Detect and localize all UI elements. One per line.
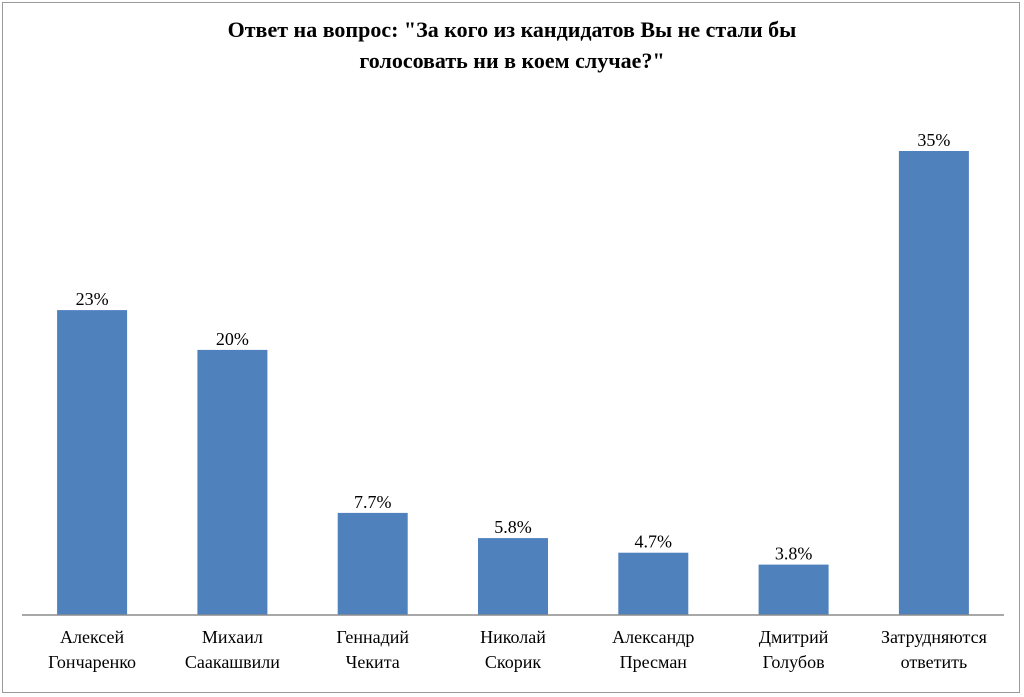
- data-labels-layer: 23% 20% 7.7% 5.8% 4.7% 3.8% 35%: [76, 130, 951, 564]
- x-tick-label-2-line-1: Михаил: [202, 627, 263, 647]
- bar-1: [57, 310, 128, 615]
- data-label-5: 4.7%: [635, 532, 673, 552]
- bar-6: [758, 564, 829, 615]
- bar-7: [898, 151, 969, 615]
- data-label-6: 3.8%: [775, 544, 813, 564]
- bars-layer: [57, 151, 969, 615]
- chart-title-line-2: голосовать ни в коем случае?": [359, 48, 664, 73]
- bar-2: [197, 349, 268, 615]
- x-tick-label-3-line-2: Чекита: [346, 652, 400, 672]
- x-tick-label-4-line-1: Николай: [480, 627, 546, 647]
- x-tick-labels-layer: Алексей Гончаренко Михаил Саакашвили Геннади…: [48, 627, 987, 672]
- x-tick-label-6: Дмитрий Голубов: [759, 627, 829, 672]
- x-tick-label-3-line-1: Геннадий: [336, 627, 409, 647]
- x-tick-label-5: Александр Пресман: [612, 627, 694, 672]
- bar-3: [337, 512, 408, 615]
- x-tick-label-7-line-2: ответить: [901, 652, 968, 672]
- x-tick-label-3: Геннадий Чекита: [336, 627, 409, 672]
- x-tick-label-4-line-2: Скорик: [485, 652, 541, 672]
- x-tick-label-2: Михаил Саакашвили: [185, 627, 280, 672]
- x-tick-label-1-line-1: Алексей: [60, 627, 124, 647]
- x-tick-label-7-line-1: Затрудняются: [881, 627, 987, 647]
- data-label-4: 5.8%: [494, 517, 532, 537]
- data-label-1: 23%: [76, 289, 109, 309]
- data-label-2: 20%: [216, 329, 249, 349]
- chart-title: Ответ на вопрос: "За кого из кандидатов …: [228, 17, 797, 73]
- bar-5: [618, 552, 689, 615]
- chart-title-line-1: Ответ на вопрос: "За кого из кандидатов …: [228, 17, 797, 42]
- data-label-3: 7.7%: [354, 492, 392, 512]
- data-label-7: 35%: [917, 130, 950, 150]
- x-tick-label-6-line-2: Голубов: [763, 652, 825, 672]
- x-tick-label-6-line-1: Дмитрий: [759, 627, 829, 647]
- x-tick-label-5-line-2: Пресман: [620, 652, 688, 672]
- x-tick-label-7: Затрудняются ответить: [881, 627, 987, 672]
- bar-4: [478, 538, 548, 615]
- x-tick-label-1-line-2: Гончаренко: [48, 652, 136, 672]
- x-tick-label-4: Николай Скорик: [480, 627, 546, 672]
- x-tick-label-1: Алексей Гончаренко: [48, 627, 136, 672]
- x-tick-label-2-line-2: Саакашвили: [185, 652, 280, 672]
- x-tick-label-5-line-1: Александр: [612, 627, 694, 647]
